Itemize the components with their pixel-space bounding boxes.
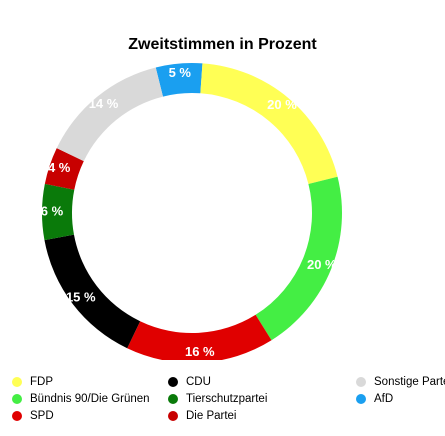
legend-swatch: [168, 411, 178, 421]
legend-label: AfD: [374, 393, 394, 405]
legend-swatch: [12, 377, 22, 387]
legend-swatch: [356, 394, 366, 404]
slice-label-tierschutzpartei: 6 %: [41, 203, 64, 218]
slice-cdu: [44, 234, 141, 349]
slice-sonstige-parteien: [56, 67, 163, 162]
chart-title: Zweitstimmen in Prozent: [128, 36, 317, 53]
legend-item[interactable]: FDP: [12, 376, 53, 388]
slice-spd: [127, 314, 272, 360]
legend-item[interactable]: AfD: [356, 393, 393, 405]
legend-item[interactable]: Sonstige Parteien: [356, 376, 445, 388]
slice-label-fdp: 20 %: [267, 97, 297, 112]
donut-chart: 5 % 20 % 20 % 16 % 15 % 6 % 4 % 14 %: [41, 62, 342, 360]
legend-swatch: [12, 411, 22, 421]
legend-swatch: [168, 377, 178, 387]
slice-tierschutzpartei: [42, 183, 75, 241]
legend-label: SPD: [30, 410, 54, 422]
legend-swatch: [356, 377, 366, 387]
legend-label: Die Partei: [186, 410, 237, 422]
slice-b-ndnis-90-die-gr-nen: [255, 176, 342, 341]
legend-swatch: [12, 394, 22, 404]
legend-label: Sonstige Parteien: [374, 376, 445, 388]
slice-label-b-ndnis-90-die-gr-nen: 20 %: [307, 257, 337, 272]
slice-afd: [155, 62, 203, 97]
slice-label-afd: 5 %: [169, 65, 192, 80]
legend-label: FDP: [30, 376, 53, 388]
legend-label: Tierschutzpartei: [186, 393, 268, 405]
slice-label-cdu: 15 %: [66, 289, 96, 304]
slice-die-partei: [44, 148, 84, 190]
legend-item[interactable]: Tierschutzpartei: [168, 393, 267, 405]
slice-fdp: [200, 63, 338, 184]
slice-label-spd: 16 %: [185, 344, 215, 359]
legend-item[interactable]: Die Partei: [168, 410, 237, 422]
legend-item[interactable]: SPD: [12, 410, 54, 422]
legend-label: CDU: [186, 376, 211, 388]
slice-label-die-partei: 4 %: [48, 160, 71, 175]
slice-label-sonstige-parteien: 14 %: [89, 96, 119, 111]
legend-label: Bündnis 90/Die Grünen: [30, 393, 150, 405]
legend-item[interactable]: Bündnis 90/Die Grünen: [12, 393, 150, 405]
legend-swatch: [168, 394, 178, 404]
legend-item[interactable]: CDU: [168, 376, 211, 388]
